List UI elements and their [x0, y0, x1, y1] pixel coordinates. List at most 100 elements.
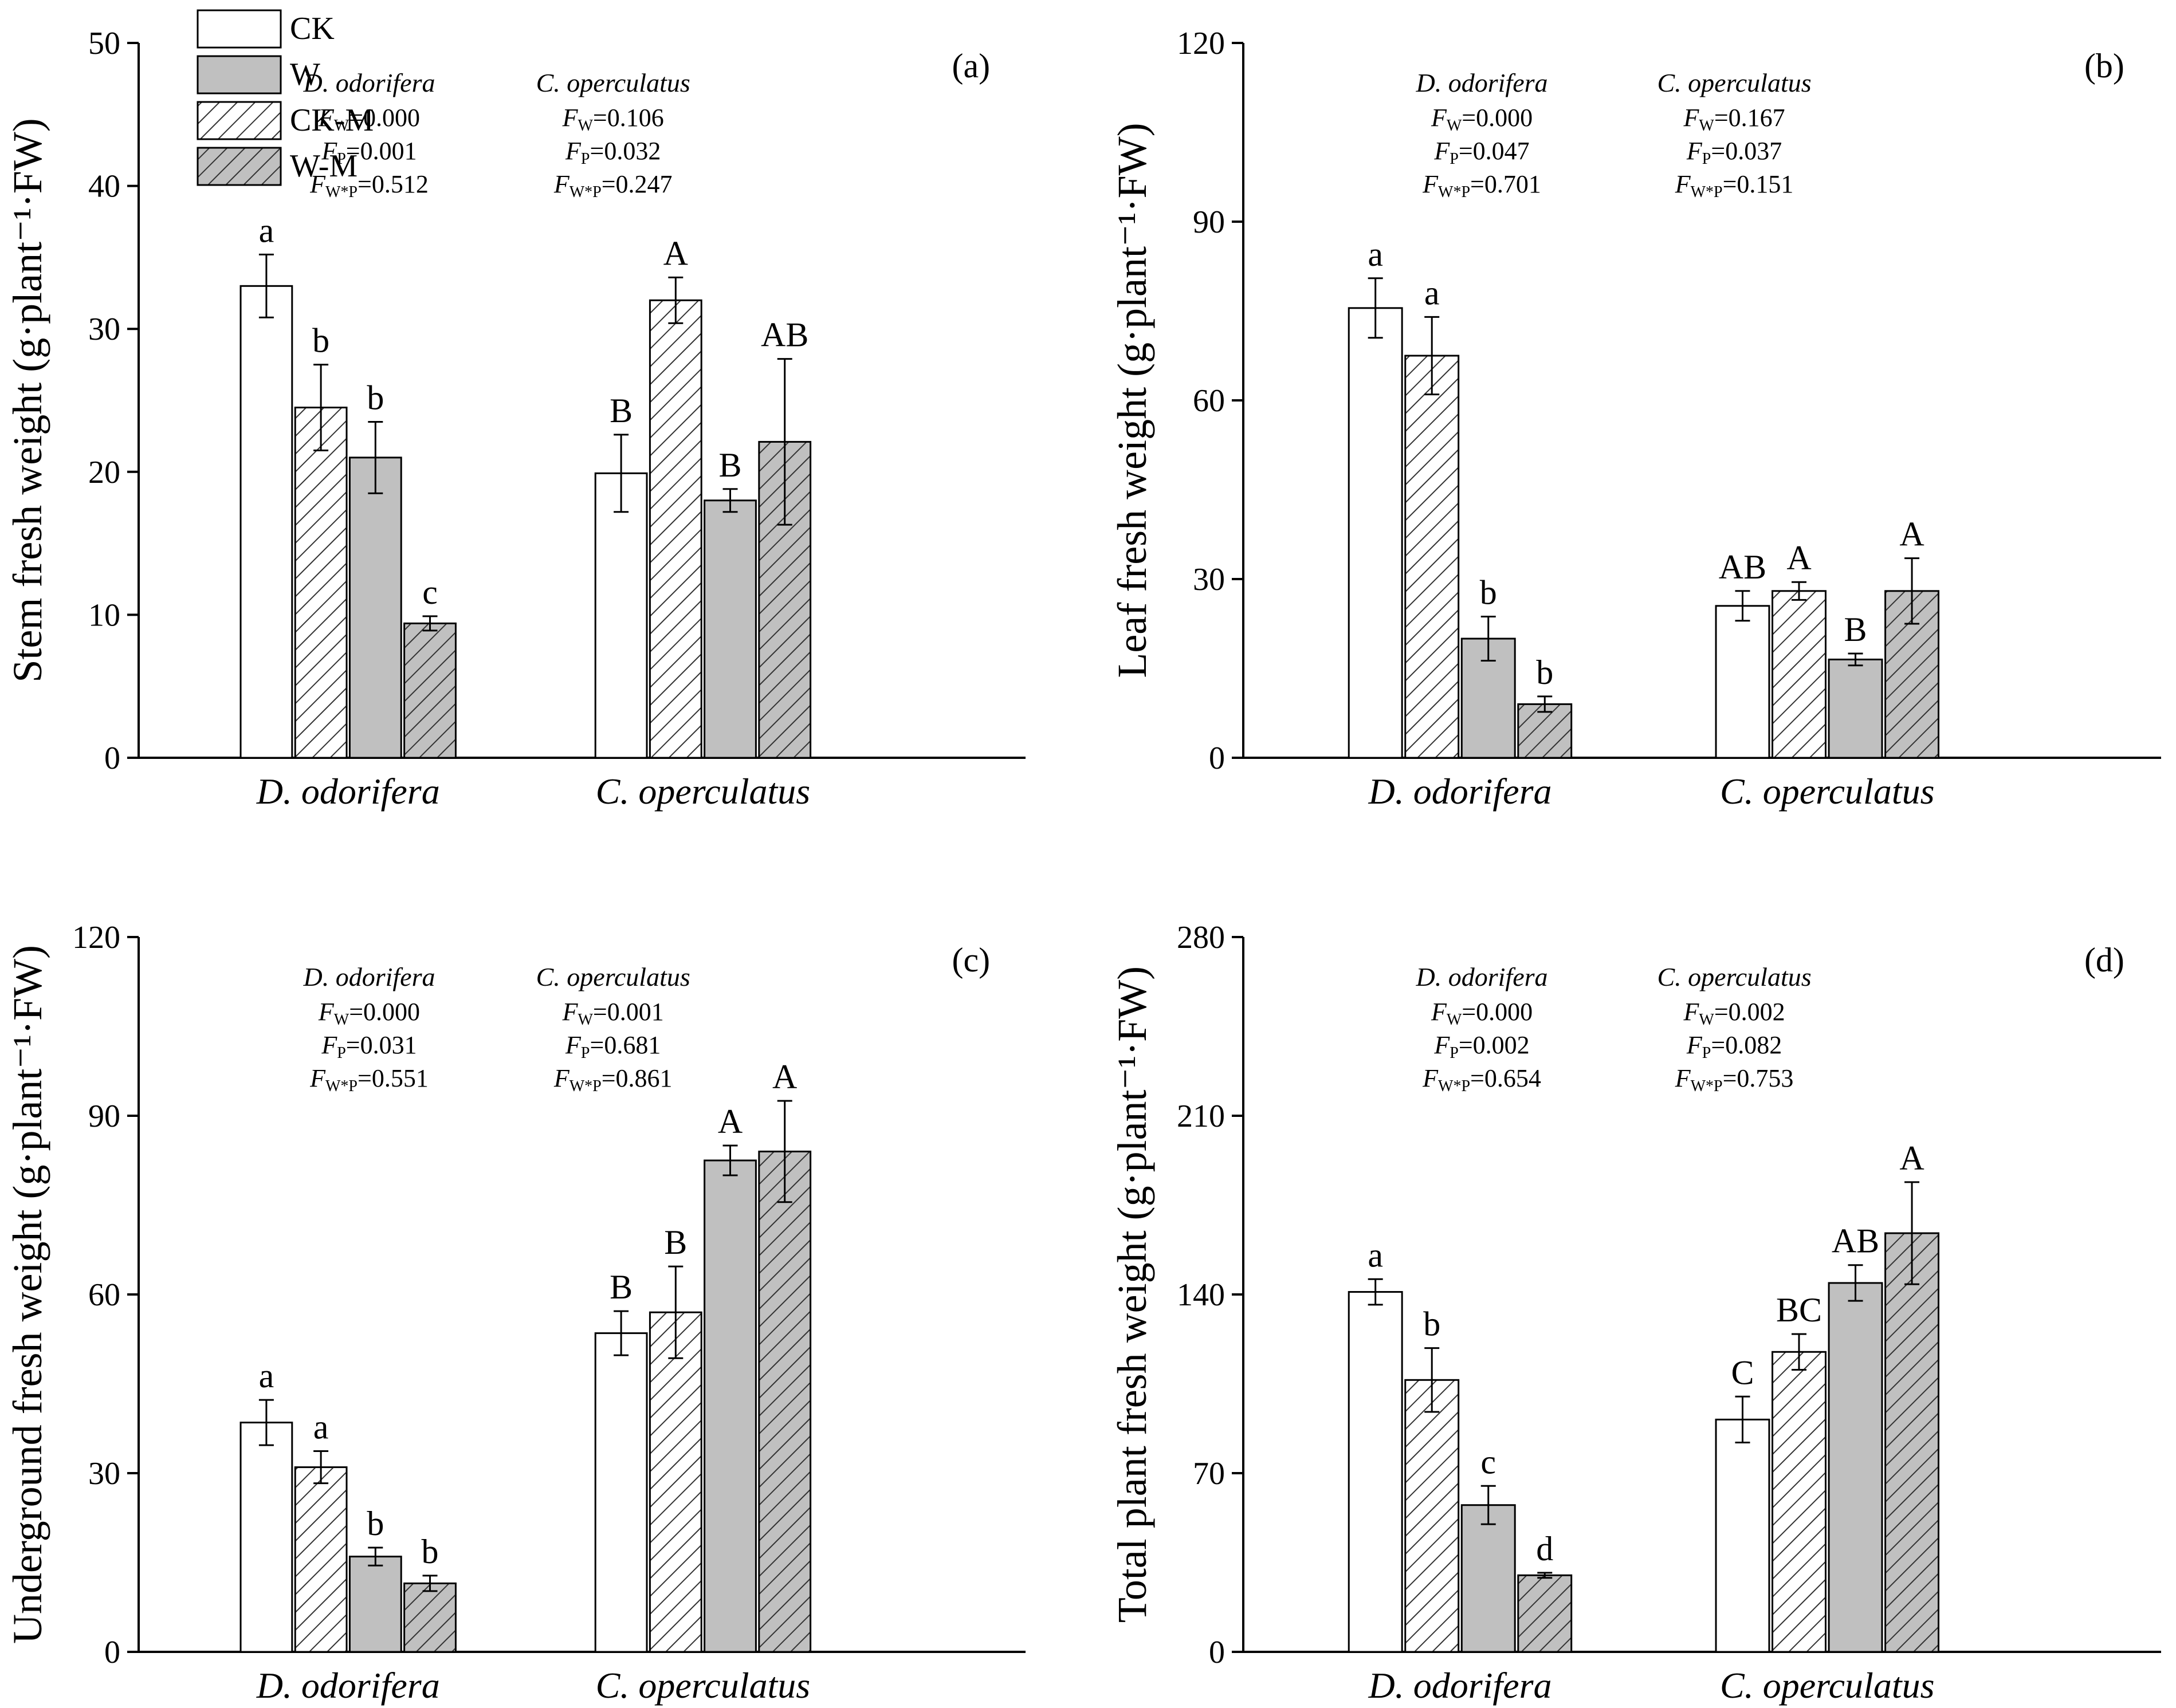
bar-ck-0 [1348, 1291, 1403, 1653]
y-axis-title: Stem fresh weight (g·plant⁻¹·FW) [5, 118, 50, 682]
bar-ck-1 [594, 472, 648, 759]
significance-letter: b [1480, 574, 1497, 612]
legend-label: CK [290, 11, 335, 46]
y-tick-label: 90 [88, 1099, 120, 1134]
y-tick-label: 90 [1193, 204, 1225, 240]
panels: 0 10 20 30 40 50 Stem fresh weight (g·plant⁻¹·… [5, 9, 2161, 1706]
bar-ck-m-0 [1404, 1379, 1460, 1653]
y-tick-label: 20 [88, 455, 120, 490]
significance-letter: b [367, 379, 384, 416]
bar-ck-1 [1715, 1418, 1770, 1653]
stats-value: FW=0.000 [318, 104, 420, 135]
y-tick-label: 60 [88, 1277, 120, 1313]
y-tick-label: 70 [1193, 1456, 1225, 1491]
significance-letter: a [1368, 235, 1383, 273]
y-tick-label: 30 [88, 312, 120, 347]
bar-w-m-0 [1517, 703, 1573, 759]
bar-w-0 [348, 456, 402, 759]
significance-letter: b [1423, 1305, 1440, 1343]
stats-value: FW*P=0.151 [1675, 170, 1794, 201]
significance-letter: A [1786, 539, 1811, 577]
significance-letter: AB [761, 316, 808, 354]
panel-label: (a) [952, 47, 990, 85]
significance-letter: b [312, 322, 329, 360]
panel-label: (b) [2084, 47, 2124, 85]
significance-letter: c [1480, 1443, 1496, 1481]
bar-ck-m-0 [294, 1466, 348, 1653]
x-category-label: C. operculatus [596, 771, 811, 812]
chart-panel-b: 0 30 60 90 120 Leaf fresh weight (g·plant⁻¹·F… [1109, 26, 2161, 812]
bar-w-1 [1828, 1282, 1883, 1653]
legend-label: W [290, 57, 320, 92]
significance-letter: AB [1719, 548, 1766, 586]
significance-letter: a [1368, 1236, 1383, 1274]
y-tick-label: 120 [1177, 26, 1225, 61]
bar-w-1 [704, 499, 757, 759]
stats-value: FW=0.000 [1431, 998, 1533, 1029]
bar-ck-1 [1715, 605, 1770, 759]
significance-letter: a [1424, 274, 1440, 312]
stats-value: FW=0.167 [1683, 104, 1785, 135]
stats-header: C. operculatus [536, 962, 690, 991]
x-category-label: D. odorifera [256, 771, 440, 812]
y-tick-label: 0 [104, 741, 120, 776]
stats-value: FW=0.106 [562, 104, 664, 135]
bar-ck-m-0 [294, 406, 348, 759]
y-tick-label: 0 [1209, 1635, 1225, 1670]
significance-letter: B [610, 392, 633, 430]
bar-w-m-1 [758, 1150, 812, 1653]
stats-value: FW*P=0.512 [309, 170, 429, 201]
significance-letter: d [1536, 1530, 1553, 1568]
stats-header: D. odorifera [1416, 962, 1548, 991]
significance-letter: AB [1832, 1222, 1879, 1260]
stats-header: C. operculatus [536, 68, 690, 97]
stats-header: D. odorifera [303, 68, 435, 97]
x-category-label: D. odorifera [1368, 771, 1552, 812]
bar-ck-0 [239, 1422, 293, 1653]
significance-letter: a [313, 1408, 329, 1446]
stats-value: FW*P=0.861 [553, 1064, 673, 1095]
y-tick-label: 30 [1193, 562, 1225, 597]
stats-value: FP=0.001 [321, 137, 417, 168]
bar-ck-m-1 [1772, 590, 1827, 759]
stats-value: FP=0.037 [1686, 137, 1782, 168]
bar-ck-m-0 [1404, 355, 1460, 759]
significance-letter: B [719, 446, 742, 484]
significance-letter: b [422, 1533, 439, 1571]
significance-letter: a [259, 211, 274, 249]
legend-swatch-w [197, 55, 282, 95]
y-axis-title: Leaf fresh weight (g·plant⁻¹·FW) [1109, 123, 1155, 678]
bar-w-m-1 [1884, 1232, 1940, 1653]
stats-value: FP=0.047 [1433, 137, 1529, 168]
panel-label: (d) [2084, 941, 2124, 979]
legend-label: W-M [290, 148, 358, 184]
stats-value: FW*P=0.247 [553, 170, 673, 201]
bar-w-m-0 [403, 622, 457, 759]
stats-value: FP=0.002 [1433, 1031, 1529, 1062]
bar-ck-m-1 [649, 299, 702, 759]
stats-value: FW*P=0.753 [1675, 1064, 1794, 1095]
y-tick-label: 120 [72, 920, 120, 955]
y-tick-label: 50 [88, 26, 120, 61]
stats-header: D. odorifera [1416, 68, 1548, 97]
y-tick-label: 280 [1177, 920, 1225, 955]
legend: CK W CK-M W-M [197, 9, 374, 186]
stats-value: FW*P=0.551 [309, 1064, 429, 1095]
y-tick-label: 140 [1177, 1277, 1225, 1313]
bar-w-1 [704, 1159, 757, 1653]
stats-value: FW=0.000 [318, 998, 420, 1029]
significance-letter: A [718, 1103, 743, 1140]
stats-value: FW=0.002 [1683, 998, 1785, 1029]
y-tick-label: 40 [88, 169, 120, 204]
chart-panel-c: 0 30 60 90 120 Underground fresh weight (g·pl… [5, 920, 1026, 1706]
stats-value: FP=0.032 [565, 137, 661, 168]
x-category-label: C. operculatus [1720, 1665, 1935, 1706]
bar-ck-m-1 [649, 1311, 702, 1653]
significance-letter: C [1731, 1353, 1754, 1391]
stats-header: C. operculatus [1657, 962, 1811, 991]
significance-letter: A [1899, 515, 1924, 553]
legend-label: CK-M [290, 103, 374, 138]
y-axis-title: Underground fresh weight (g·plant⁻¹·FW) [5, 945, 50, 1644]
bar-ck-0 [1348, 307, 1403, 759]
